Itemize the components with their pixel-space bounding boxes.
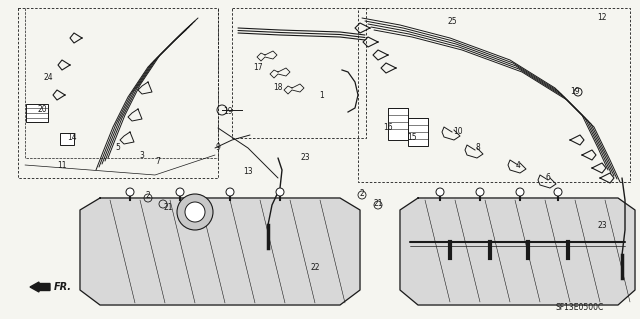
Circle shape bbox=[436, 188, 444, 196]
Text: 25: 25 bbox=[447, 18, 457, 26]
Text: 2: 2 bbox=[360, 189, 364, 197]
Text: FR.: FR. bbox=[54, 282, 72, 292]
Text: 21: 21 bbox=[163, 204, 173, 212]
Polygon shape bbox=[400, 198, 635, 305]
Text: 13: 13 bbox=[243, 167, 253, 176]
Circle shape bbox=[177, 194, 213, 230]
Text: 23: 23 bbox=[597, 220, 607, 229]
Text: 5: 5 bbox=[116, 144, 120, 152]
Text: 1: 1 bbox=[319, 91, 324, 100]
Bar bbox=[388, 108, 408, 140]
Text: 23: 23 bbox=[300, 153, 310, 162]
Text: 3: 3 bbox=[140, 151, 145, 160]
Circle shape bbox=[276, 188, 284, 196]
Bar bbox=[26, 104, 48, 122]
Text: 6: 6 bbox=[545, 174, 550, 182]
Text: 18: 18 bbox=[273, 84, 283, 93]
Circle shape bbox=[476, 188, 484, 196]
Bar bbox=[408, 118, 428, 146]
Text: 4: 4 bbox=[516, 160, 520, 169]
Text: 2: 2 bbox=[146, 191, 150, 201]
Text: 8: 8 bbox=[476, 144, 481, 152]
Text: 15: 15 bbox=[407, 133, 417, 143]
Text: 7: 7 bbox=[156, 158, 161, 167]
Text: 11: 11 bbox=[57, 160, 67, 169]
Circle shape bbox=[126, 188, 134, 196]
Text: 14: 14 bbox=[67, 133, 77, 143]
Text: 19: 19 bbox=[223, 108, 233, 116]
Bar bbox=[60, 133, 74, 145]
Text: 19: 19 bbox=[570, 87, 580, 97]
Text: SF13E0500C: SF13E0500C bbox=[556, 303, 604, 313]
Circle shape bbox=[554, 188, 562, 196]
Circle shape bbox=[226, 188, 234, 196]
Text: 16: 16 bbox=[383, 123, 393, 132]
Text: 24: 24 bbox=[43, 73, 53, 83]
Circle shape bbox=[176, 188, 184, 196]
Text: 17: 17 bbox=[253, 63, 263, 72]
Circle shape bbox=[516, 188, 524, 196]
Text: 21: 21 bbox=[373, 198, 383, 207]
Text: 10: 10 bbox=[453, 128, 463, 137]
Text: 12: 12 bbox=[597, 13, 607, 23]
FancyArrow shape bbox=[30, 282, 50, 292]
Text: 9: 9 bbox=[216, 144, 220, 152]
Text: 20: 20 bbox=[37, 106, 47, 115]
Circle shape bbox=[185, 202, 205, 222]
Text: 22: 22 bbox=[310, 263, 320, 272]
Polygon shape bbox=[80, 198, 360, 305]
